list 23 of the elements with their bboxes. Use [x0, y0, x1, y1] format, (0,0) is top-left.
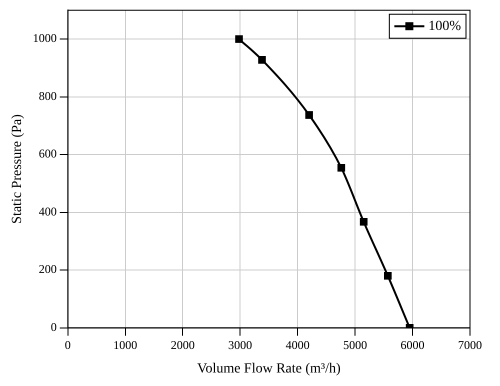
point — [235, 35, 243, 43]
y-tick-label: 1000 — [32, 31, 57, 46]
x-tick-label: 6000 — [400, 338, 425, 352]
point — [258, 56, 266, 64]
x-tick-label: 3000 — [228, 338, 252, 352]
point — [337, 164, 346, 172]
x-tick-label: 2000 — [170, 338, 195, 352]
x-tick-label: 5000 — [343, 338, 368, 352]
x-axis-title: Volume Flow Rate (m³/h) — [197, 361, 342, 376]
y-tick-label: 0 — [50, 320, 57, 334]
x-tick-label: 4000 — [286, 338, 310, 352]
y-tick-label: 200 — [38, 262, 57, 276]
legend-label: 100% — [428, 18, 462, 34]
point — [360, 218, 368, 226]
y-tick-label: 400 — [38, 204, 57, 218]
y-tick-label: 800 — [38, 88, 57, 103]
y-tick-label: 600 — [38, 146, 57, 161]
x-tick-label: 7000 — [458, 338, 482, 352]
point — [384, 272, 392, 280]
x-tick-label: 1000 — [113, 338, 138, 352]
x-tick-label: 0 — [64, 338, 71, 352]
y-axis-title: Static Pressure (Pa) — [10, 114, 26, 224]
point — [305, 111, 313, 119]
